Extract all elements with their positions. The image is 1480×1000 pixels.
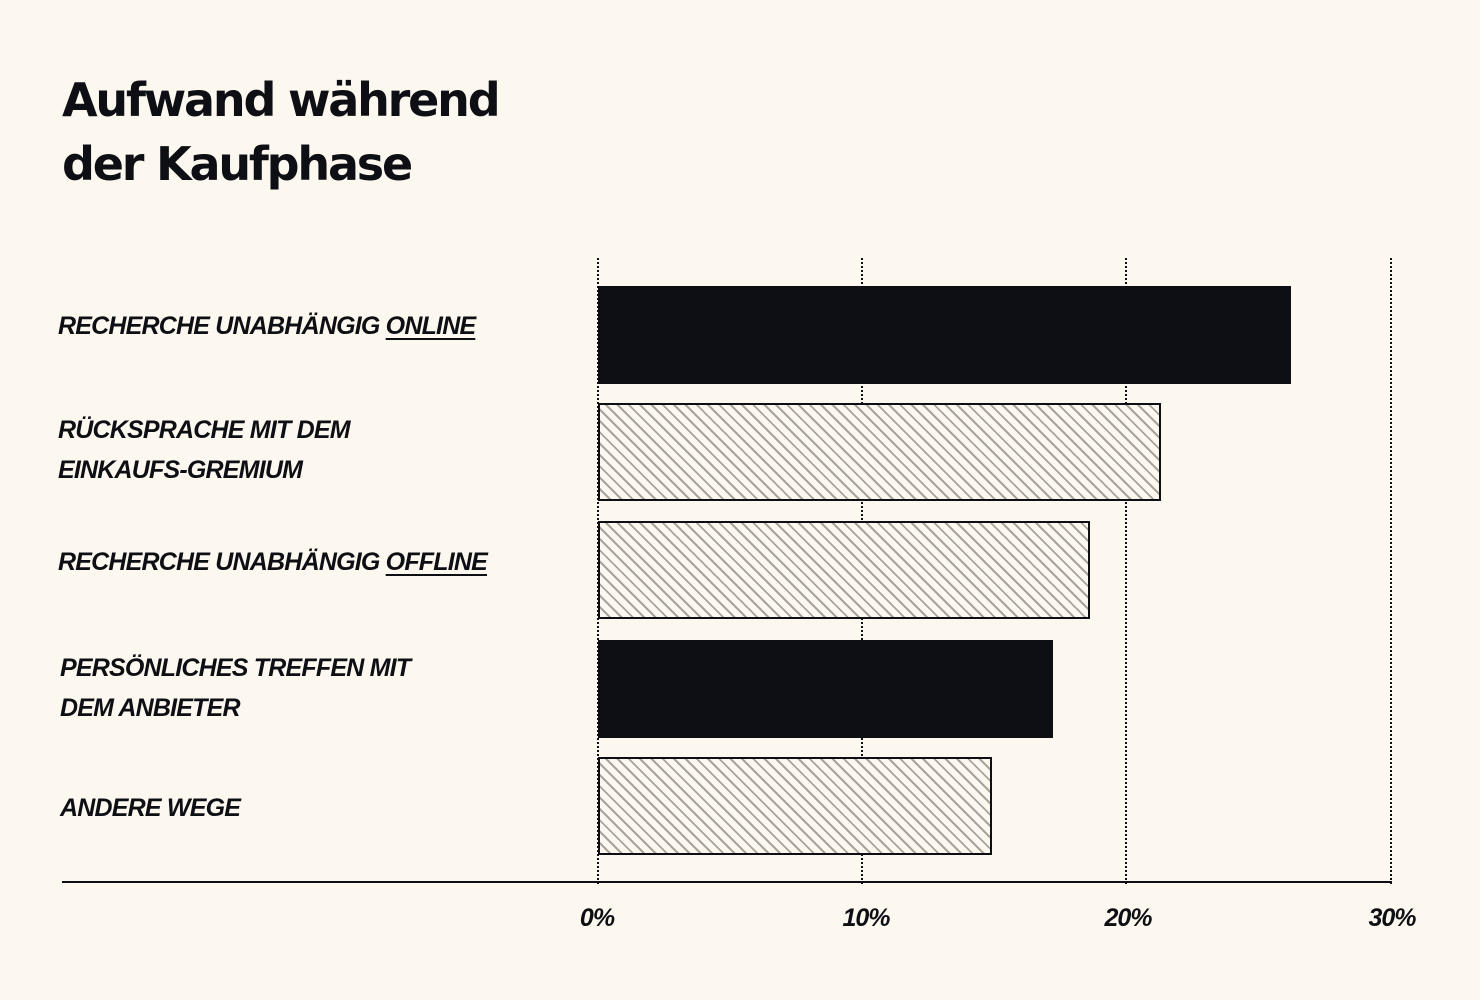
- category-label-andere: ANDERE WEGE: [60, 788, 241, 828]
- x-tick-label: 0%: [579, 904, 615, 932]
- bar-2: [598, 403, 1161, 501]
- chart-title-line-2: der Kaufphase: [62, 137, 413, 191]
- bar-5: [598, 757, 992, 855]
- bar-1: [598, 286, 1291, 384]
- chart-title-line-1: Aufwand während: [62, 73, 501, 127]
- category-label-line-2: EINKAUFS-GREMIUM: [58, 456, 303, 484]
- category-label-emphasis: OFFLINE: [385, 548, 488, 576]
- category-label-line-1: RÜCKSPRACHE MIT DEM: [58, 416, 351, 444]
- bar-3: [598, 521, 1090, 619]
- x-tick-label: 20%: [1104, 904, 1152, 932]
- category-label-text: ANDERE WEGE: [60, 794, 241, 822]
- x-axis-line: [62, 881, 1392, 883]
- bar-4: [598, 640, 1053, 738]
- category-label-line-1: PERSÖNLICHES TREFFEN MIT: [60, 654, 411, 682]
- grid-line-20: [1125, 258, 1127, 884]
- category-label-offline: RECHERCHE UNABHÄNGIG OFFLINE: [58, 542, 488, 582]
- category-label-text: RECHERCHE UNABHÄNGIG: [58, 312, 386, 340]
- category-label-text: RECHERCHE UNABHÄNGIG: [58, 548, 386, 576]
- x-tick-label: 10%: [842, 904, 890, 932]
- category-label-emphasis: ONLINE: [385, 312, 476, 340]
- category-label-line-2: DEM ANBIETER: [60, 694, 241, 722]
- category-label-online: RECHERCHE UNABHÄNGIG ONLINE: [58, 306, 476, 346]
- grid-line-30: [1390, 258, 1392, 884]
- category-label-ruecksprache: RÜCKSPRACHE MIT DEM EINKAUFS-GREMIUM: [58, 410, 351, 490]
- chart-title: Aufwand während der Kaufphase: [62, 68, 501, 196]
- category-label-persoenlich: PERSÖNLICHES TREFFEN MIT DEM ANBIETER: [60, 648, 411, 728]
- x-tick-label: 30%: [1368, 904, 1416, 932]
